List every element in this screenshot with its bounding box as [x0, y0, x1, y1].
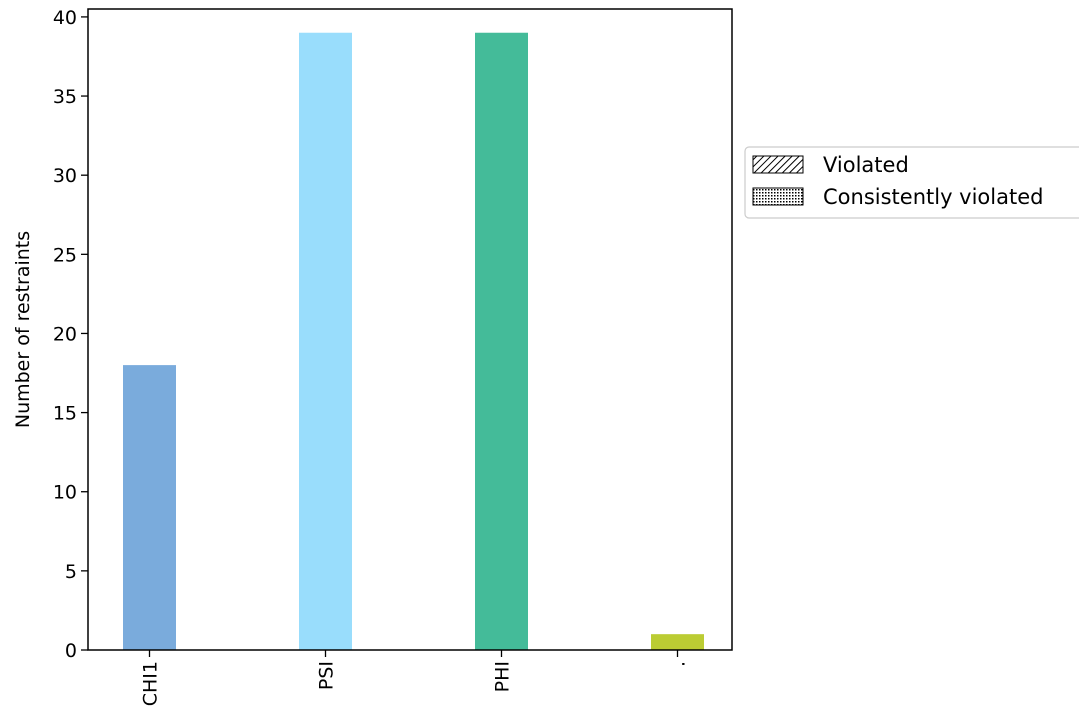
y-tick-label: 5 [65, 561, 77, 583]
bar-3 [475, 32, 528, 651]
y-axis: 0 5 10 15 20 25 30 35 40 [53, 7, 88, 662]
legend-swatch-dots [752, 187, 804, 206]
legend-label: Consistently violated [823, 185, 1043, 209]
bar-4 [651, 634, 704, 650]
bar-2 [299, 32, 352, 651]
y-tick-label: 10 [53, 482, 77, 504]
plot-frame [87, 8, 733, 651]
x-tick-label: PSI [316, 661, 338, 690]
y-axis-label: Number of restraints [12, 231, 34, 428]
legend-label: Violated [823, 153, 909, 177]
bars-layer [123, 32, 704, 651]
legend-swatch-hatch [752, 155, 804, 174]
y-tick-label: 20 [53, 323, 77, 345]
y-tick-label: 25 [53, 244, 77, 266]
legend: Violated Consistently violated [744, 146, 1079, 219]
x-tick-label: . [668, 661, 690, 667]
y-tick-label: 35 [53, 86, 77, 108]
y-tick-label: 0 [65, 640, 77, 662]
legend-frame [744, 146, 1079, 219]
x-tick-label: CHI1 [140, 661, 162, 706]
bar-1 [123, 365, 176, 650]
y-tick-label: 30 [53, 165, 77, 187]
y-tick-label: 40 [53, 7, 77, 29]
y-tick-label: 15 [53, 403, 77, 425]
x-tick-label: PHI [492, 661, 514, 692]
x-axis: CHI1 PSI PHI. [140, 650, 690, 706]
